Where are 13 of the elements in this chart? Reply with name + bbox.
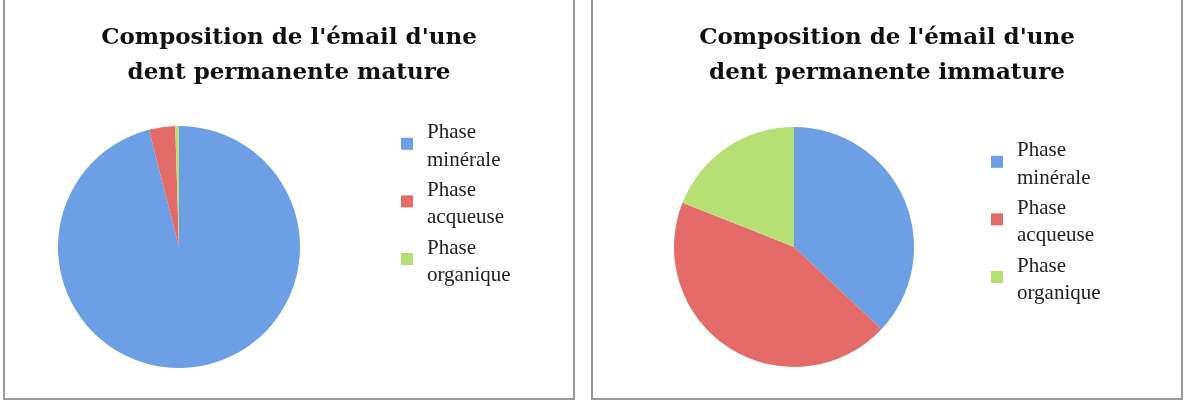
pie-slice [58, 126, 300, 368]
legend-label: Phase minérale [427, 119, 501, 171]
chart-title: Composition de l'émail d'une dent permanente mature [100, 21, 478, 86]
pie-slice [794, 127, 914, 330]
pie-slice [148, 126, 179, 247]
legend-label: Phase organique [427, 234, 511, 286]
pie-slice [674, 202, 882, 367]
chart-title: Composition de l'émail d'une dent permanente immature [698, 21, 1076, 86]
legend-label: Phase acqueuse [1017, 194, 1094, 247]
legend-label: Phase organique [1017, 252, 1101, 304]
pie-slice [682, 127, 794, 247]
legend-label: Phase acqueuse [427, 176, 504, 229]
legend-label: Phase minérale [1017, 137, 1091, 189]
